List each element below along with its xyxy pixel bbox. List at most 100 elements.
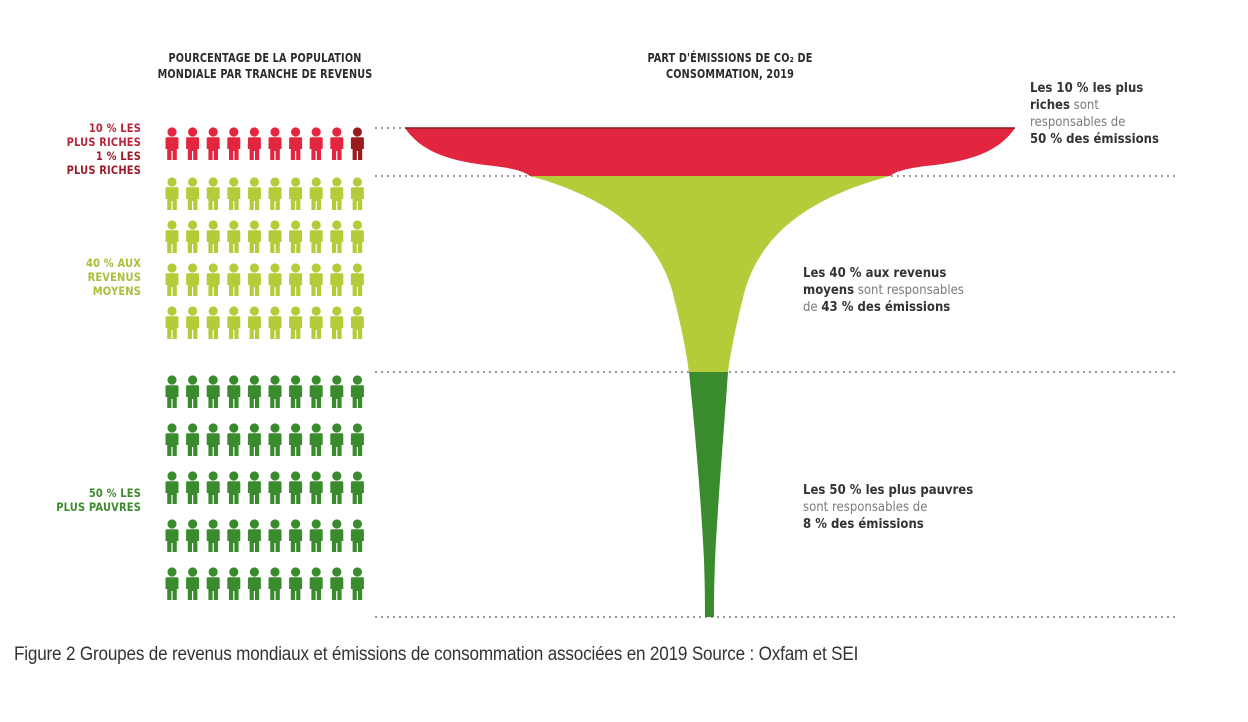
person-icon [227, 519, 241, 552]
emissions-funnel [165, 127, 1178, 618]
person-icon [247, 177, 261, 210]
person-icon [350, 127, 364, 160]
person-icon [350, 423, 364, 456]
annotation-text: 50 % des émissions [1030, 132, 1159, 147]
person-icon [330, 177, 344, 210]
person-icon [309, 519, 323, 552]
person-icon [165, 263, 179, 296]
annotation-text: sont responsables de [803, 500, 928, 515]
person-icon [350, 263, 364, 296]
person-icon [186, 220, 200, 253]
person-icon [350, 220, 364, 253]
annotation-middle: Les 40 % aux revenus moyens sont respons… [803, 265, 1037, 316]
annotation-text: Les 50 % les plus pauvres [803, 483, 974, 498]
annotation-text: moyens [803, 283, 855, 298]
person-icon [268, 519, 282, 552]
person-icon [186, 127, 200, 160]
label-line: PLUS RICHES [66, 163, 141, 177]
annotation-text: sont responsables [854, 283, 964, 298]
person-icon [227, 177, 241, 210]
funnel-segment-richest [405, 128, 1015, 176]
annotation-text: 43 % des émissions [821, 300, 951, 315]
label-line: 40 % AUX [86, 256, 141, 270]
person-icon [350, 177, 364, 210]
person-icon [330, 567, 344, 600]
label-richest-1: 1 % LES PLUS RICHES [46, 149, 141, 177]
label-line: 1 % LES [95, 149, 141, 163]
person-icon [247, 263, 261, 296]
person-icon [165, 306, 179, 339]
label-middle-40: 40 % AUX REVENUS MOYENS [46, 256, 141, 298]
person-icon [247, 220, 261, 253]
person-icon [309, 567, 323, 600]
person-icon [165, 375, 179, 408]
person-icon [247, 519, 261, 552]
person-icon [165, 567, 179, 600]
person-icon [247, 471, 261, 504]
label-line: MOYENS [92, 284, 141, 298]
person-icon [289, 220, 303, 253]
person-icon [330, 423, 344, 456]
person-icon [186, 471, 200, 504]
person-icon [330, 127, 344, 160]
person-icon [165, 177, 179, 210]
person-icon [206, 471, 220, 504]
person-icon [165, 220, 179, 253]
annotation-text: responsables de [1030, 115, 1126, 130]
person-icon [206, 567, 220, 600]
person-icon [186, 519, 200, 552]
person-icon [330, 220, 344, 253]
person-icon [309, 127, 323, 160]
person-icon [227, 423, 241, 456]
left-chart-title: POURCENTAGE DE LA POPULATION MONDIALE PA… [123, 50, 407, 82]
person-icon [227, 471, 241, 504]
person-icon [186, 177, 200, 210]
person-icon [186, 263, 200, 296]
person-icon [206, 177, 220, 210]
person-icon [227, 375, 241, 408]
person-icon [186, 423, 200, 456]
annotation-text: 8 % des émissions [803, 517, 924, 532]
person-icon [330, 263, 344, 296]
person-icon [309, 263, 323, 296]
person-icon [330, 306, 344, 339]
person-icon [268, 471, 282, 504]
annotation-text: sont [1069, 98, 1099, 113]
person-icon [206, 375, 220, 408]
person-icon [350, 567, 364, 600]
person-icon [247, 375, 261, 408]
person-icon [227, 567, 241, 600]
label-line: PLUS PAUVRES [56, 500, 142, 514]
person-icon [330, 471, 344, 504]
person-icon [268, 306, 282, 339]
left-title-line1: POURCENTAGE DE LA POPULATION [168, 50, 362, 65]
person-icon [289, 263, 303, 296]
funnel-segment-middle [530, 176, 890, 372]
person-icon [289, 127, 303, 160]
person-icon [247, 306, 261, 339]
person-icon [247, 127, 261, 160]
person-icon [227, 220, 241, 253]
person-icon [289, 471, 303, 504]
person-icon [268, 263, 282, 296]
funnel-segment-poorest [689, 372, 728, 617]
person-icon [350, 375, 364, 408]
person-icon [186, 375, 200, 408]
person-icon [330, 375, 344, 408]
person-icon [227, 127, 241, 160]
person-icon [309, 177, 323, 210]
figure-caption: Figure 2 Groupes de revenus mondiaux et … [14, 644, 859, 665]
person-icon [268, 177, 282, 210]
person-icon [165, 471, 179, 504]
label-line: PLUS RICHES [66, 135, 141, 149]
person-icon [165, 423, 179, 456]
person-icon [289, 519, 303, 552]
label-richest-10: 10 % LES PLUS RICHES [46, 121, 141, 149]
person-icon [268, 375, 282, 408]
person-icon [206, 519, 220, 552]
person-icon [165, 127, 179, 160]
annotation-text: riches [1030, 98, 1070, 113]
person-icon [309, 375, 323, 408]
annotation-text: de [803, 300, 822, 315]
person-icon [309, 471, 323, 504]
